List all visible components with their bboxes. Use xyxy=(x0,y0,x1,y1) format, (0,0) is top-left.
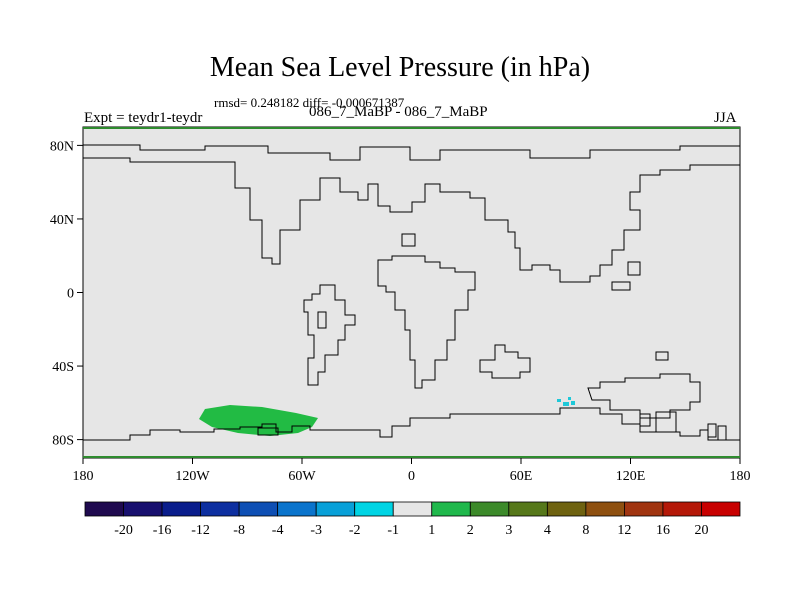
colorbar-swatch xyxy=(624,501,664,517)
x-tick-label: 120E xyxy=(616,469,646,484)
y-tick-label: 80N xyxy=(50,139,74,154)
colorbar-swatch xyxy=(123,501,163,517)
colorbar-label: 20 xyxy=(694,523,708,538)
x-tick-label: 60W xyxy=(288,469,316,484)
x-tick-label: 60E xyxy=(510,469,533,484)
y-tick-label: 40N xyxy=(50,213,74,228)
colorbar-swatch xyxy=(238,501,279,517)
colorbar-label: -1 xyxy=(387,523,399,538)
y-axis: 80N 40N 0 40S 80S xyxy=(50,139,83,449)
x-tick-label: 180 xyxy=(73,469,94,484)
colorbar-labels: -20 -16 -12 -8 -4 -3 -2 -1 1 2 3 4 8 12 16 20 xyxy=(114,523,708,538)
x-tick-label: 180 xyxy=(730,469,751,484)
season-label: JJA xyxy=(714,110,737,126)
colorbar-swatch xyxy=(546,501,587,517)
colorbar-label: -12 xyxy=(191,523,210,538)
coastlines xyxy=(83,144,740,441)
colorbar-swatch xyxy=(701,501,741,517)
colorbar-swatch xyxy=(200,501,240,517)
colorbar-swatch xyxy=(277,501,317,517)
colorbar-label: 2 xyxy=(467,523,474,538)
experiment-label: Expt = teydr1-teydr xyxy=(84,110,203,126)
colorbar-label: 12 xyxy=(617,523,631,538)
y-tick-label: 0 xyxy=(67,287,74,302)
x-tick-label: 120W xyxy=(175,469,210,484)
colorbar-swatch xyxy=(161,501,201,517)
map-title: Mean Sea Level Pressure (in hPa) xyxy=(209,52,591,83)
statistics-line: rmsd= 0.248182 diff= -0.000671387 xyxy=(214,95,405,110)
colorbar-label: -8 xyxy=(233,523,245,538)
colorbar-swatch xyxy=(431,501,471,517)
colorbar-label: -2 xyxy=(349,523,361,538)
colorbar-label: -16 xyxy=(153,523,172,538)
colorbar-label: 4 xyxy=(544,523,551,538)
colorbar xyxy=(84,501,741,517)
x-axis: 180 120W 60W 0 60E 120E 180 xyxy=(73,458,751,484)
map-background xyxy=(83,127,740,458)
colorbar-label: 1 xyxy=(428,523,435,538)
colorbar-label: -20 xyxy=(114,523,133,538)
colorbar-swatch xyxy=(469,501,510,517)
colorbar-swatch xyxy=(392,501,433,517)
colorbar-swatch xyxy=(662,501,702,517)
colorbar-label: 3 xyxy=(505,523,512,538)
y-tick-label: 40S xyxy=(52,360,74,375)
colorbar-label: 16 xyxy=(656,523,670,538)
positive-anomaly-region xyxy=(199,405,318,436)
colorbar-swatch xyxy=(315,501,356,517)
colorbar-swatch xyxy=(585,501,625,517)
y-tick-label: 80S xyxy=(52,434,74,449)
colorbar-label: -4 xyxy=(272,523,284,538)
colorbar-label: -3 xyxy=(310,523,322,538)
colorbar-swatch xyxy=(354,501,394,517)
cases-label: 086_7_MaBP - 086_7_MaBP xyxy=(309,104,488,120)
colorbar-swatch xyxy=(84,501,124,517)
x-tick-label: 0 xyxy=(408,469,415,484)
negative-anomaly-region xyxy=(557,397,575,406)
colorbar-label: 8 xyxy=(582,523,589,538)
colorbar-swatch xyxy=(508,501,548,517)
